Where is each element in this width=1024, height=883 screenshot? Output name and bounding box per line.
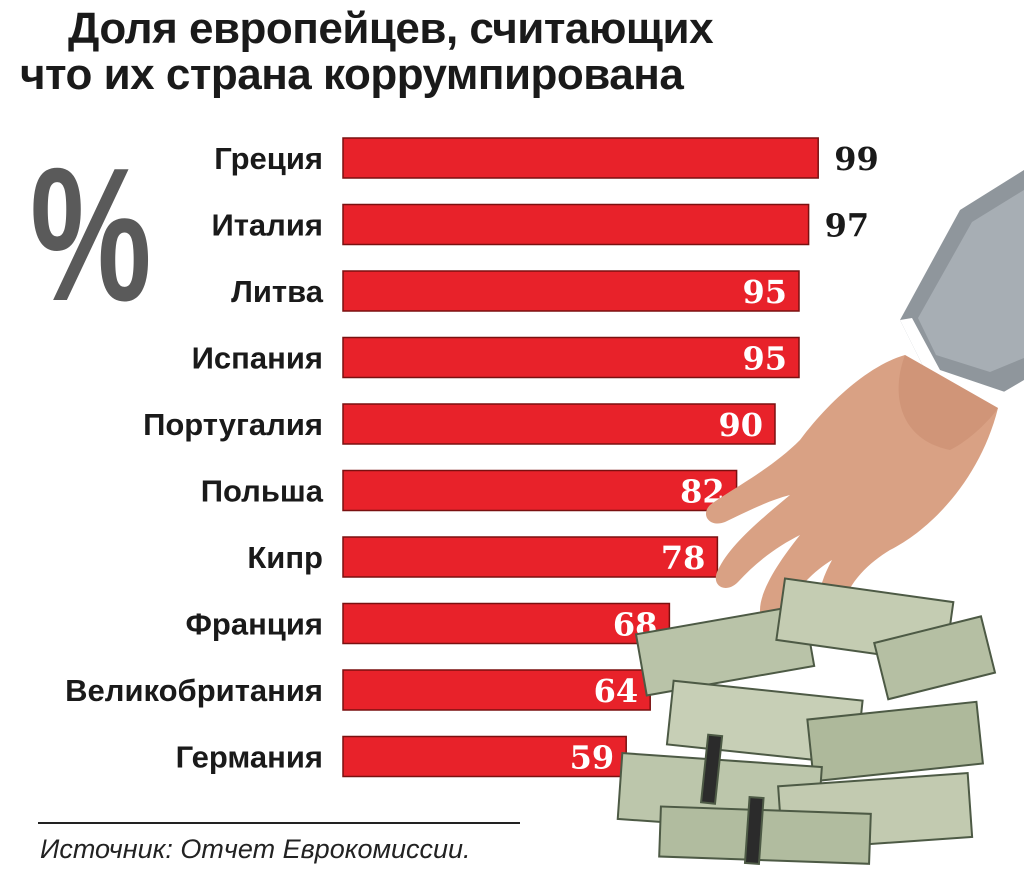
category-label: Великобритания: [65, 673, 323, 708]
chart-title: Доля европейцев, считающих что их страна…: [20, 6, 980, 98]
category-label: Испания: [192, 341, 323, 376]
money-stacks: [616, 577, 997, 865]
bar: [342, 536, 719, 578]
category-label: Франция: [185, 607, 323, 642]
category-label: Литва: [231, 274, 324, 309]
chart-title-line-1: Доля европейцев, считающих: [68, 4, 714, 53]
bar: [342, 270, 800, 312]
bar: [342, 336, 800, 379]
category-label: Греция: [214, 141, 323, 176]
value-label: 95: [742, 340, 787, 378]
value-label: 59: [570, 739, 615, 777]
category-label: Германия: [176, 740, 323, 775]
hand-on-money-stack-icon: [616, 170, 1024, 865]
category-label: Португалия: [143, 407, 323, 442]
value-label: 78: [661, 539, 706, 577]
category-label: Польша: [201, 474, 324, 509]
bar: [342, 403, 776, 445]
chart-title-line-2: что их страна коррумпирована: [20, 50, 684, 99]
bar: [342, 137, 819, 179]
value-label: 99: [834, 140, 879, 178]
bar: [342, 469, 738, 512]
bar: [342, 203, 810, 246]
source-note: Источник: Отчет Еврокомиссии.: [40, 834, 471, 864]
source-divider: [38, 822, 520, 824]
category-label: Кипр: [247, 540, 323, 575]
bar: [342, 602, 671, 645]
value-label: 97: [825, 207, 870, 245]
value-label: 90: [718, 406, 763, 444]
category-label: Италия: [211, 208, 323, 243]
value-label: 64: [594, 672, 639, 710]
value-label: 95: [742, 273, 787, 311]
percent-symbol: %: [30, 129, 152, 341]
